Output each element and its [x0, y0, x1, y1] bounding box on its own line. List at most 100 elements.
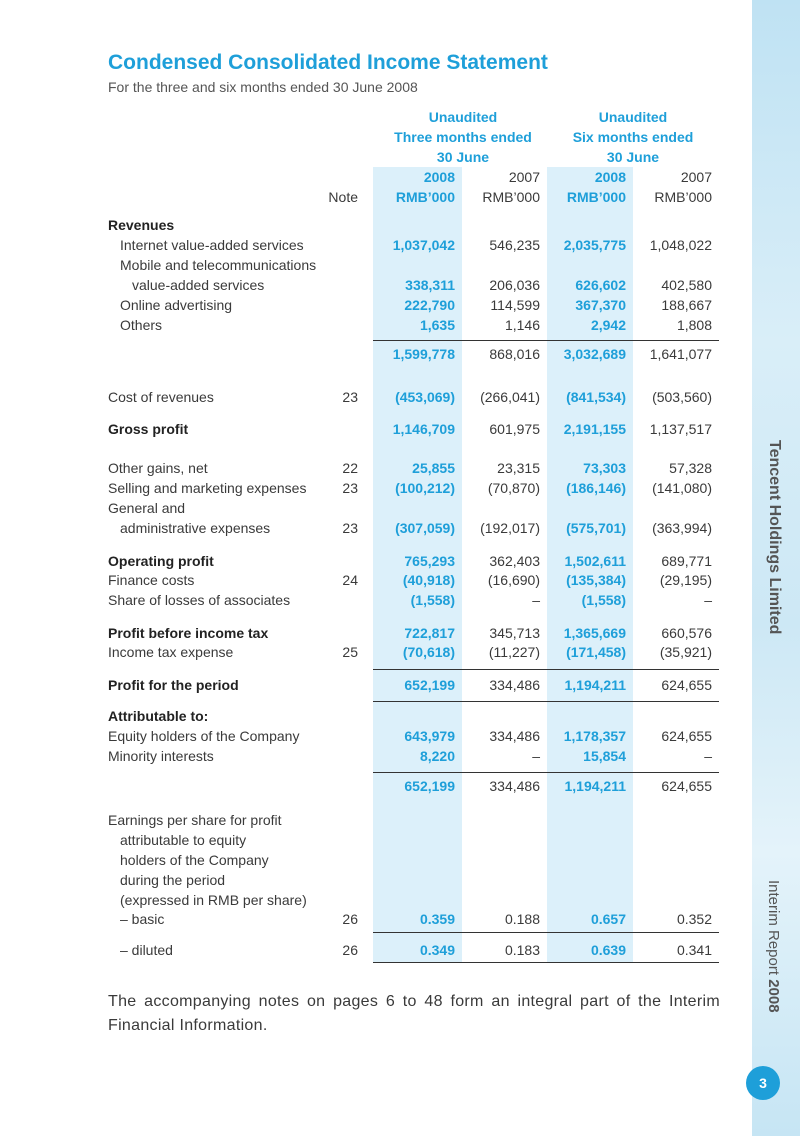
cell-value: 2,942 — [590, 317, 626, 333]
row-label: Cost of revenues — [108, 389, 214, 405]
cell-value: 25,855 — [412, 460, 455, 476]
column-year: 2008 — [594, 169, 626, 185]
cell-value: 73,303 — [583, 460, 626, 476]
column-year: 2008 — [423, 169, 455, 185]
note-ref: 23 — [342, 480, 358, 496]
rule — [373, 340, 719, 341]
row-heading: Profit before income tax — [108, 625, 269, 641]
cell-value: 601,975 — [489, 421, 540, 437]
cell-value: 57,328 — [669, 460, 712, 476]
cell-value: (70,618) — [402, 644, 455, 660]
row-label: Mobile and telecommunications — [120, 257, 317, 273]
cell-value: 624,655 — [661, 677, 712, 693]
cell-value: 367,370 — [575, 297, 626, 313]
column-year: 2007 — [508, 169, 540, 185]
cell-value: 222,790 — [404, 297, 455, 313]
cell-value: 1,641,077 — [649, 346, 712, 362]
row-label: holders of the Company — [120, 852, 269, 868]
cell-value: 1,037,042 — [392, 237, 455, 253]
rule — [373, 772, 719, 773]
cell-value: 0.183 — [504, 942, 540, 958]
cell-value: 624,655 — [661, 778, 712, 794]
row-label: Equity holders of the Company — [108, 728, 300, 744]
row-label: – basic — [120, 911, 165, 927]
rule — [373, 669, 719, 670]
row-label: Selling and marketing expenses — [108, 480, 307, 496]
column-year: 2007 — [680, 169, 712, 185]
row-label: – diluted — [120, 942, 173, 958]
cell-value: 188,667 — [661, 297, 712, 313]
cell-value: – — [532, 748, 540, 764]
note-ref: 22 — [342, 460, 358, 476]
column-unit: RMB’000 — [654, 189, 712, 205]
cell-value: (141,080) — [652, 480, 712, 496]
cell-value: (192,017) — [480, 520, 540, 536]
cell-value: 722,817 — [404, 625, 455, 641]
cell-value: (575,701) — [566, 520, 626, 536]
cell-value: (307,059) — [395, 520, 455, 536]
cell-value: (171,458) — [566, 644, 626, 660]
cell-value: 23,315 — [497, 460, 540, 476]
note-ref: 26 — [342, 911, 358, 927]
sidebar: Tencent Holdings Limited Interim Report … — [746, 0, 800, 1136]
row-label: Others — [120, 317, 163, 333]
rule — [373, 962, 719, 963]
group-heading: Three months ended — [394, 129, 532, 145]
row-heading: Profit for the period — [108, 677, 239, 693]
cell-value: – — [532, 592, 540, 608]
cell-value: 0.188 — [504, 911, 540, 927]
cell-value: 765,293 — [404, 553, 455, 569]
row-label: Internet value-added services — [120, 237, 304, 253]
cell-value: 1,635 — [419, 317, 455, 333]
note-ref: 24 — [342, 572, 358, 588]
cell-value: 1,137,517 — [649, 421, 712, 437]
row-label: (expressed in RMB per share) — [120, 892, 307, 908]
cell-value: (135,384) — [566, 572, 626, 588]
row-label: value-added services — [132, 277, 265, 293]
row-label: during the period — [120, 872, 226, 888]
note-ref: 23 — [342, 389, 358, 405]
cell-value: (363,994) — [652, 520, 712, 536]
column-unit: RMB’000 — [482, 189, 540, 205]
cell-value: 1,178,357 — [563, 728, 626, 744]
company-name: Tencent Holdings Limited — [766, 440, 783, 635]
cell-value: 362,403 — [489, 553, 540, 569]
cell-value: (503,560) — [652, 389, 712, 405]
cell-value: (16,690) — [487, 572, 540, 588]
cell-value: (29,195) — [659, 572, 712, 588]
cell-value: 546,235 — [489, 237, 540, 253]
cell-value: – — [704, 592, 712, 608]
report-label: Interim Report — [765, 880, 782, 976]
note-heading: Note — [328, 189, 358, 205]
cell-value: (100,212) — [395, 480, 455, 496]
column-unit: RMB’000 — [395, 189, 455, 205]
row-heading: Revenues — [108, 217, 175, 233]
cell-value: 2,191,155 — [563, 421, 626, 437]
cell-value: – — [704, 748, 712, 764]
row-label: General and — [108, 500, 186, 516]
title: Condensed Consolidated Income Statement — [108, 51, 548, 74]
cell-value: 0.657 — [590, 911, 626, 927]
group-heading: Unaudited — [598, 109, 668, 125]
cell-value: 206,036 — [489, 277, 540, 293]
report-name: Interim Report 2008 — [765, 880, 782, 1013]
column-unit: RMB’000 — [566, 189, 626, 205]
page-number: 3 — [746, 1066, 780, 1100]
row-heading: Gross profit — [108, 421, 189, 437]
cell-value: (35,921) — [659, 644, 712, 660]
cell-value: 626,602 — [575, 277, 626, 293]
note-ref: 25 — [342, 644, 358, 660]
cell-value: 1,146,709 — [392, 421, 455, 437]
cell-value: 643,979 — [404, 728, 455, 744]
cell-value: (1,558) — [581, 592, 626, 608]
row-heading: Attributable to: — [108, 708, 209, 724]
cell-value: 334,486 — [489, 778, 540, 794]
group-heading: Unaudited — [428, 109, 498, 125]
cell-value: (453,069) — [395, 389, 455, 405]
cell-value: 689,771 — [661, 553, 712, 569]
cell-value: 8,220 — [419, 748, 455, 764]
cell-value: 2,035,775 — [563, 237, 626, 253]
cell-value: (266,041) — [480, 389, 540, 405]
cell-value: 1,048,022 — [649, 237, 712, 253]
cell-value: 334,486 — [489, 677, 540, 693]
